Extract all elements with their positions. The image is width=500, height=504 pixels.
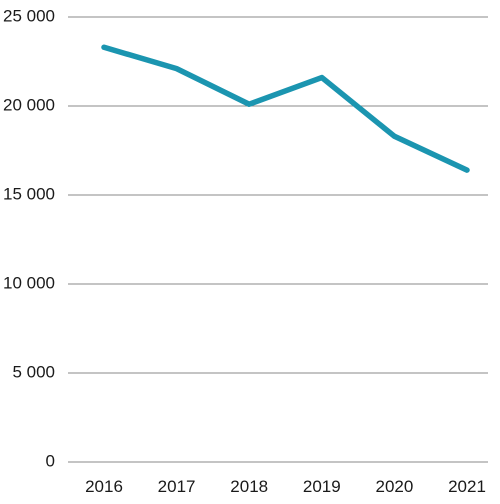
y-tick-label: 25 000 xyxy=(3,6,55,25)
y-tick-label: 10 000 xyxy=(3,273,55,292)
y-tick-label: 0 xyxy=(46,451,55,470)
y-tick-label: 5 000 xyxy=(12,362,55,381)
x-tick-label: 2016 xyxy=(85,477,123,496)
x-tick-label: 2018 xyxy=(230,477,268,496)
x-tick-label: 2021 xyxy=(448,477,486,496)
y-axis-tick-labels: 0 5 000 10 000 15 000 20 000 25 000 xyxy=(3,6,55,470)
gridlines xyxy=(68,16,488,463)
x-tick-label: 2020 xyxy=(375,477,413,496)
y-tick-label: 15 000 xyxy=(3,184,55,203)
series-group xyxy=(101,44,470,173)
x-axis-tick-labels: 2016 2017 2018 2019 2020 2021 xyxy=(85,477,486,496)
x-tick-label: 2017 xyxy=(158,477,196,496)
series-line-0 xyxy=(101,44,470,173)
x-tick-label: 2019 xyxy=(303,477,341,496)
y-tick-label: 20 000 xyxy=(3,95,55,114)
